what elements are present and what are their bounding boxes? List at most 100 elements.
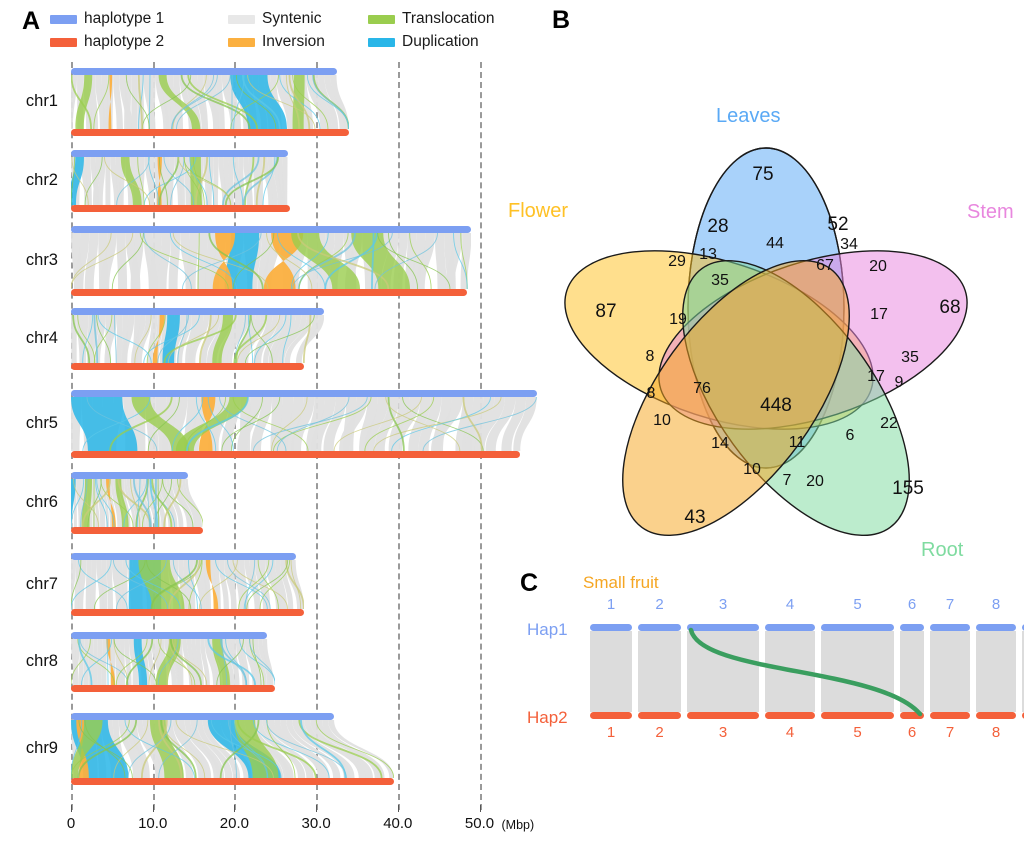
panel-c-synteny-block-8	[976, 631, 1016, 712]
chromosome-label-chr3: chr3	[25, 251, 58, 269]
venn-count-small-fruit-only: 43	[684, 507, 706, 528]
panel-c-hap2-bar-8	[976, 712, 1016, 719]
panel-c-haplotype-synteny: C Small fruit Hap1 Hap2 1 1 2 2 3 3 4 4 5 5 6 6 7 7 8 8…	[510, 560, 1024, 843]
venn-count-stem-leaves-20: 20	[869, 258, 887, 275]
venn-count-root-22: 22	[880, 415, 898, 432]
synteny-ribbons-chr8	[71, 639, 276, 685]
venn-count-root-only: 155	[892, 478, 924, 499]
chromosome-block-chr8	[71, 632, 276, 692]
venn-count-flower-sf-10: 10	[653, 412, 671, 429]
panel-c-hap2-bar-3	[687, 712, 759, 719]
bar-haplotype2-chr1	[71, 129, 349, 136]
axis-tick-20.0	[234, 805, 236, 812]
panel-c-synteny-block-2	[638, 631, 681, 712]
axis-tick-40.0	[397, 805, 399, 812]
panel-c-top-number-6: 6	[907, 596, 917, 613]
bar-haplotype2-chr2	[71, 205, 290, 212]
axis-ticklabel-10.0: 10.0	[138, 815, 168, 832]
panel-c-hap2-bar-9	[1022, 712, 1024, 719]
panel-c-title-small-fruit: Small fruit	[583, 573, 659, 592]
chromosome-label-chr7: chr7	[25, 574, 58, 593]
venn-ellipse-small-fruit	[622, 259, 850, 537]
panel-c-top-number-5: 5	[853, 596, 862, 613]
venn-count-sf-14: 14	[711, 435, 729, 452]
panel-c-synteny-block-9	[1022, 631, 1024, 712]
panel-c-top-number-2: 2	[655, 596, 664, 613]
bar-haplotype1-chr3	[71, 226, 472, 233]
venn-label-leaves: Leaves	[716, 105, 781, 127]
panel-c-hap2-bar-5	[821, 712, 894, 719]
venn-count-root-6: 6	[845, 427, 855, 444]
legend-swatch-haplotype-2	[50, 37, 77, 47]
bar-haplotype2-chr7	[71, 609, 304, 616]
panel-c-synteny-block-7	[930, 631, 970, 712]
panel-c-top-number-4: 4	[785, 596, 795, 613]
bar-haplotype2-chr3	[71, 289, 468, 296]
chromosome-block-chr4	[71, 308, 325, 370]
synteny-ribbons-chr5	[71, 397, 537, 451]
venn-diagram	[564, 147, 968, 537]
panel-b-letter: B	[552, 6, 571, 34]
panel-c-synteny-block-6	[900, 631, 924, 712]
legend-label-duplication: Duplication	[402, 33, 479, 50]
synteny-ribbons-chr9	[71, 720, 394, 778]
panel-c-bottom-number-7: 7	[945, 724, 955, 741]
chromosome-block-chr7	[71, 553, 304, 616]
legend-label-translocation: Translocation	[402, 10, 495, 27]
venn-count-flower-leaves-root: 35	[711, 272, 729, 289]
panel-c-synteny-block-5	[821, 631, 894, 712]
legend-label-haplotype-2: haplotype 2	[84, 33, 165, 50]
legend-label-haplotype-1: haplotype 1	[84, 10, 165, 27]
axis-unit-label: (Mbp)	[501, 818, 535, 832]
legend-haplotype-2: haplotype 2	[50, 33, 164, 51]
venn-label-stem: Stem	[967, 201, 1014, 223]
panel-a-synteny: A haplotype 1 haplotype 2 Syntenic Inver…	[22, 7, 537, 832]
synteny-ribbons-chr6	[71, 479, 204, 527]
panel-c-top-number-7: 7	[945, 596, 955, 613]
legend-swatch-duplication	[368, 37, 395, 47]
panel-a-letter: A	[22, 7, 41, 35]
venn-count-leaves-stem-x: 34	[840, 236, 858, 253]
panel-c-bottom-number-4: 4	[785, 724, 795, 741]
venn-count-leaves-root-stem: 44	[766, 235, 784, 252]
chromosome-label-chr9: chr9	[25, 739, 58, 757]
venn-count-flower-leaves: 29	[668, 253, 686, 270]
chromosome-block-chr3	[71, 226, 472, 296]
bar-haplotype2-chr5	[71, 451, 521, 458]
panel-c-synteny-block-1	[590, 631, 632, 712]
chromosome-block-chr2	[71, 150, 290, 212]
venn-count-flower-only: 87	[595, 301, 617, 322]
chromosome-label-chr2: chr2	[25, 171, 58, 189]
venn-count-sf-7: 7	[782, 472, 792, 489]
venn-count-flower-small-8a: 8	[645, 348, 655, 365]
legend-translocation: Translocation	[368, 10, 494, 28]
synteny-ribbons-chr1	[71, 75, 349, 129]
legend-swatch-inversion	[228, 37, 255, 47]
panel-c-synteny-block-4	[765, 631, 815, 712]
chromosome-block-chr1	[71, 68, 349, 136]
bar-haplotype1-chr2	[71, 150, 288, 157]
axis-tick-50.0	[479, 805, 481, 812]
axis-tick-30.0	[316, 805, 318, 812]
venn-count-core-448: 448	[760, 395, 792, 416]
venn-count-stem-only: 68	[939, 297, 961, 318]
legend-swatch-haplotype-1	[50, 14, 77, 24]
bar-haplotype1-chr8	[71, 632, 268, 639]
panel-c-bottom-number-3: 3	[718, 724, 728, 741]
panel-c-hap1-bar-4	[765, 624, 815, 631]
panel-c-bottom-number-8: 8	[991, 724, 1001, 741]
venn-count-sf-10b: 10	[743, 461, 761, 478]
axis-ticklabel-30.0: 30.0	[301, 815, 331, 832]
panel-c-top-number-1: 1	[606, 596, 616, 613]
venn-count-leaves-root: 28	[707, 216, 729, 237]
legend-haplotype-1: haplotype 1	[50, 10, 164, 28]
panel-c-hap1-bar-1	[590, 624, 632, 631]
synteny-ribbons-chr4	[71, 315, 325, 363]
venn-count-root-9: 9	[894, 374, 904, 391]
synteny-ribbons-chr7	[71, 560, 304, 609]
panel-c-letter: C	[520, 569, 539, 597]
venn-count-leaves-only: 75	[752, 164, 774, 185]
venn-count-root-11: 11	[788, 434, 806, 451]
bar-haplotype2-chr9	[71, 778, 394, 785]
panel-c-bottom-number-2: 2	[655, 724, 664, 741]
